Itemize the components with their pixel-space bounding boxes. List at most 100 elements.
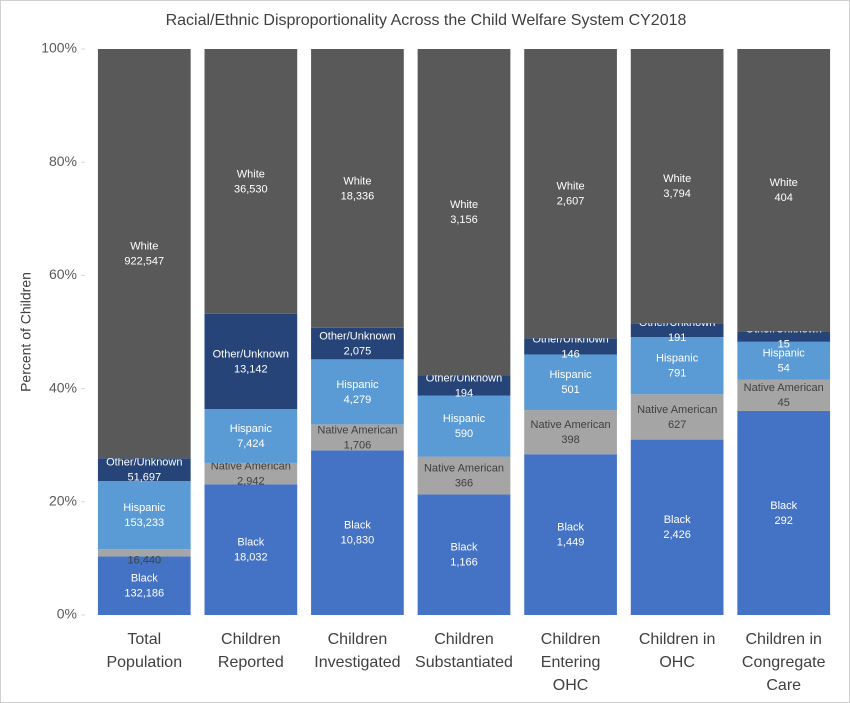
segment-series-label: Native American: [531, 419, 611, 431]
data-label: 18,336: [341, 190, 375, 202]
data-label: 590: [455, 428, 473, 440]
bar-segment: [417, 494, 511, 615]
bar-segment: [204, 462, 298, 485]
segment-series-label: White: [343, 175, 371, 187]
segment-series-label: Black: [557, 522, 584, 534]
bar-segment: [204, 313, 298, 410]
data-label: 398: [561, 434, 579, 446]
bar-segment: [417, 456, 511, 495]
data-label: 627: [668, 419, 686, 431]
bar-segment: [524, 338, 617, 355]
data-label: 3,794: [663, 188, 691, 200]
bar-segment: [737, 410, 831, 615]
bar-segment: [630, 337, 724, 395]
chart-title: Racial/Ethnic Disproportionality Across …: [166, 12, 687, 29]
y-tick-label: 60%: [49, 266, 77, 282]
data-label: 922,547: [124, 255, 164, 267]
bar-segment: [204, 484, 298, 615]
data-label: 2,075: [344, 345, 372, 357]
x-tick-label: Children in Congregate Care: [741, 631, 826, 694]
data-label: 45: [778, 397, 790, 409]
bar-segment: [311, 49, 404, 328]
bar-segment: [311, 424, 404, 451]
segment-series-label: Hispanic: [549, 369, 592, 381]
segment-series-label: White: [557, 181, 585, 193]
y-tick-label: 80%: [49, 153, 77, 169]
data-label: 404: [775, 192, 793, 204]
segment-series-label: Black: [237, 537, 264, 549]
bar-segment: [97, 481, 191, 550]
data-label: 194: [455, 387, 473, 399]
x-tick-label: Children Entering OHC: [540, 631, 601, 694]
data-label: 791: [668, 368, 686, 380]
x-tick-label: Children in OHC: [638, 631, 716, 671]
bar-segment: [417, 395, 511, 457]
segment-series-label: White: [130, 240, 158, 252]
bar-segment: [311, 359, 404, 425]
data-label: 2,607: [557, 196, 585, 208]
data-label: 10,830: [341, 535, 375, 547]
segment-series-label: Native American: [637, 404, 717, 416]
bar-segment: [204, 409, 298, 463]
data-label: 153,233: [124, 517, 164, 529]
segment-series-label: Other/Unknown: [106, 457, 182, 469]
segment-series-label: Black: [770, 500, 797, 512]
data-label: 7,424: [237, 438, 265, 450]
segment-series-label: White: [770, 177, 798, 189]
bar-segment: [737, 379, 831, 411]
bar-segment: [204, 49, 298, 314]
bar-segment: [630, 323, 724, 338]
bar-segment: [97, 549, 191, 557]
data-label: 501: [561, 384, 579, 396]
data-label: 1,449: [557, 537, 585, 549]
bar-segment: [524, 354, 617, 411]
data-label: 18,032: [234, 552, 268, 564]
data-label: 366: [455, 477, 473, 489]
y-axis-label: Percent of Children: [18, 272, 34, 392]
y-tick-label: 0%: [57, 606, 77, 622]
x-tick-label: Total Population: [106, 631, 183, 671]
segment-series-label: Hispanic: [656, 353, 699, 365]
segment-series-label: Hispanic: [443, 413, 486, 425]
bar-segment: [630, 394, 724, 440]
data-label: 51,697: [127, 472, 161, 484]
segment-series-label: Black: [131, 573, 158, 585]
bar-segment: [524, 410, 617, 455]
x-tick-label: Children Substantiated: [415, 631, 513, 671]
bar-segment: [311, 327, 404, 360]
segment-series-label: Native American: [211, 461, 291, 473]
segment-series-label: Black: [344, 520, 371, 532]
data-label: 3,156: [450, 214, 478, 226]
data-label: 13,142: [234, 363, 268, 375]
data-label: 2,426: [663, 529, 691, 541]
segment-series-label: Other/Unknown: [213, 348, 289, 360]
segment-series-label: Black: [664, 514, 691, 526]
y-tick-label: 40%: [49, 379, 77, 395]
data-label: 1,706: [344, 439, 372, 451]
bar-segment: [417, 375, 511, 396]
bar-segment: [524, 49, 617, 339]
data-label: 146: [561, 348, 579, 360]
segment-series-label: White: [663, 173, 691, 185]
segment-series-label: Native American: [424, 462, 504, 474]
bar-segment: [97, 49, 191, 459]
segment-series-label: Hispanic: [763, 348, 806, 360]
y-tick-label: 100%: [41, 40, 77, 56]
data-label: 1,166: [450, 557, 478, 569]
segment-series-label: Other/Unknown: [319, 330, 395, 342]
data-label: 191: [668, 332, 686, 344]
segment-series-label: White: [237, 168, 265, 180]
bar-segment: [737, 331, 831, 342]
bar-segment: [97, 458, 191, 482]
data-label: 4,279: [344, 394, 372, 406]
data-label: 54: [778, 363, 790, 375]
bar-segment: [737, 49, 831, 332]
x-tick-label: Children Reported: [217, 631, 284, 671]
y-tick-label: 20%: [49, 493, 77, 509]
data-label: 16,440: [127, 555, 161, 567]
data-label: 2,942: [237, 476, 265, 488]
segment-series-label: White: [450, 199, 478, 211]
bar-segment: [630, 49, 724, 324]
data-label: 132,186: [124, 588, 164, 600]
